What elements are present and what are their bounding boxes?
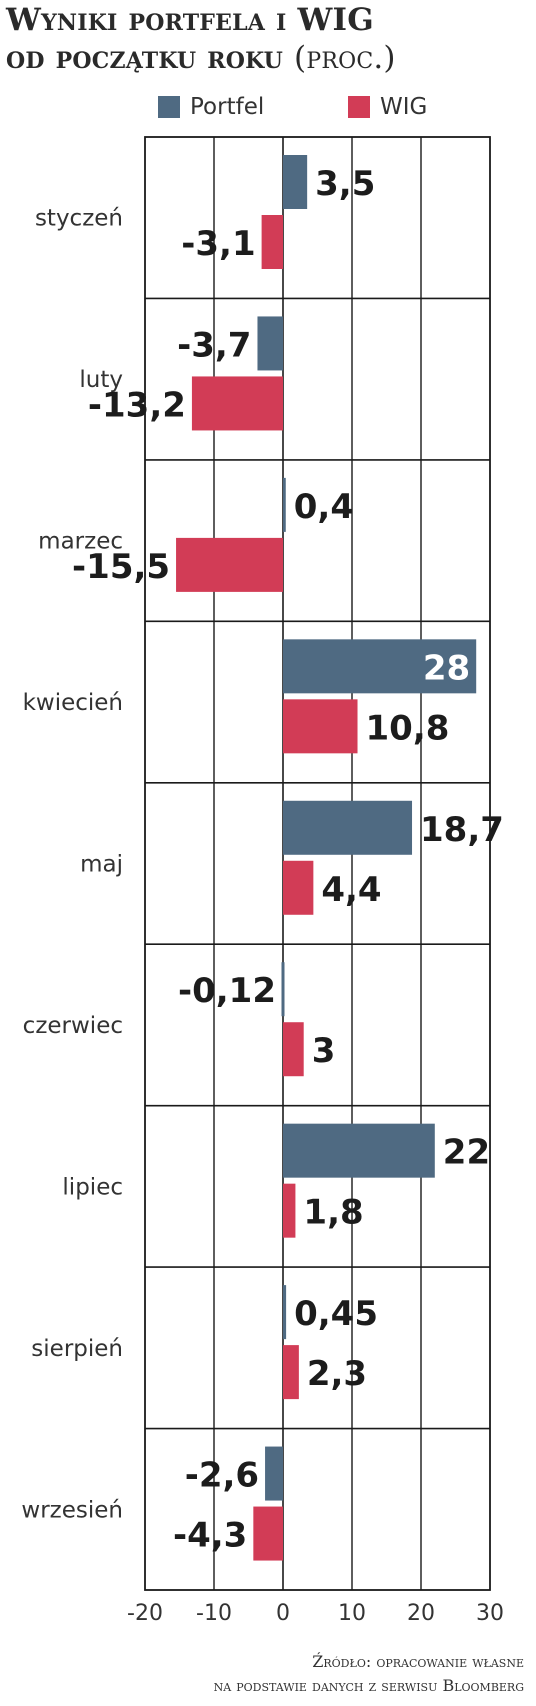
data-label-portfel: -3,7: [177, 325, 251, 365]
x-tick-label: 10: [338, 1601, 366, 1626]
category-label: marzec: [38, 529, 123, 555]
category-label: maj: [80, 852, 123, 878]
data-label-portfel: 0,4: [294, 487, 354, 527]
bar-wig: [283, 1183, 296, 1238]
data-label-portfel: 18,7: [420, 810, 504, 850]
category-label: sierpień: [31, 1336, 123, 1362]
plot-frame: [144, 136, 491, 1591]
bar-wig: [283, 699, 358, 754]
data-label-portfel: 28: [423, 648, 470, 688]
legend-label-portfel: Portfel: [190, 94, 265, 120]
bar-wig: [283, 860, 314, 915]
bar-wig: [261, 215, 283, 269]
legend-item-wig: WIG: [348, 92, 427, 122]
category-label: czerwiec: [23, 1013, 123, 1039]
x-tick-label: 30: [476, 1601, 504, 1626]
chart-title-unit: (proc.): [294, 40, 396, 76]
bar-wig: [253, 1506, 283, 1561]
category-label: lipiec: [62, 1174, 123, 1200]
bar-portfel: [283, 477, 286, 532]
data-label-portfel: 0,45: [294, 1294, 378, 1334]
legend-item-portfel: Portfel: [158, 92, 264, 122]
data-label-portfel: -0,12: [178, 971, 276, 1011]
bar-wig: [283, 1345, 299, 1400]
bar-portfel: [281, 962, 285, 1017]
data-label-portfel: -2,6: [185, 1456, 259, 1496]
category-label: kwiecień: [23, 690, 123, 716]
bar-portfel: [283, 1123, 435, 1178]
bar-portfel: [283, 639, 477, 694]
bar-portfel: [257, 316, 283, 371]
chart-title-line2: od początku roku (proc.): [6, 40, 396, 76]
bar-portfel: [265, 1446, 283, 1501]
bar-wig: [176, 537, 283, 592]
data-label-wig: -3,1: [181, 224, 255, 264]
data-label-wig: -4,3: [173, 1516, 247, 1556]
data-label-portfel: 3,5: [315, 164, 375, 204]
data-label-wig: -15,5: [72, 547, 170, 587]
bar-portfel: [283, 800, 413, 855]
chart-title-text: od początku roku: [6, 40, 284, 76]
bar-wig: [283, 1022, 304, 1077]
chart-title-line1: Wyniki portfela i WIG: [6, 2, 374, 38]
source-note-line2: na podstawie danych z serwisu Bloomberg: [213, 1676, 524, 1695]
source-note-line1: Źródło: opracowanie własne: [312, 1652, 524, 1671]
data-label-wig: 10,8: [366, 708, 450, 748]
bar-wig: [191, 376, 283, 431]
data-label-wig: 3: [312, 1031, 336, 1071]
legend-label-wig: WIG: [380, 94, 428, 120]
category-label: styczeń: [35, 206, 123, 232]
bar-portfel: [283, 1285, 287, 1340]
data-label-portfel: 22: [443, 1133, 490, 1173]
data-label-wig: 1,8: [303, 1193, 363, 1233]
category-label: luty: [79, 367, 123, 393]
bar-portfel: [283, 155, 308, 209]
data-label-wig: 2,3: [307, 1354, 367, 1394]
x-tick-label: 20: [407, 1601, 435, 1626]
legend-swatch-wig: [348, 96, 370, 118]
category-label: wrzesień: [21, 1497, 123, 1523]
x-tick-label: -10: [196, 1601, 232, 1626]
data-label-wig: 4,4: [321, 870, 381, 910]
legend-swatch-portfel: [158, 96, 180, 118]
data-label-wig: -13,2: [88, 385, 186, 425]
x-tick-label: 0: [276, 1601, 290, 1626]
x-tick-label: -20: [127, 1601, 163, 1626]
